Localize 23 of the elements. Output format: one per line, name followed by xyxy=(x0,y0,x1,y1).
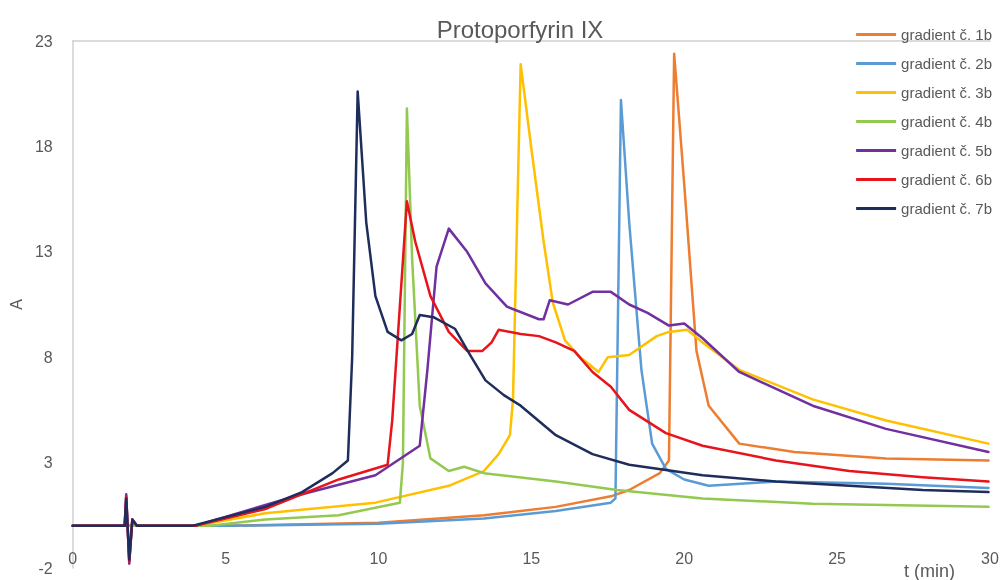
x-axis-title: t (min) xyxy=(904,561,956,580)
y-tick-label: -2 xyxy=(38,559,53,577)
y-tick-label: 8 xyxy=(43,348,53,366)
x-tick-label: 5 xyxy=(221,549,231,567)
y-tick-label: 23 xyxy=(34,32,53,50)
x-tick-label: 25 xyxy=(828,549,847,567)
legend-label: gradient č. 6b xyxy=(901,171,993,188)
x-tick-label: 20 xyxy=(675,549,694,567)
y-tick-label: 3 xyxy=(43,454,53,472)
x-tick-label: 15 xyxy=(522,549,541,567)
y-tick-label: 13 xyxy=(34,243,53,261)
x-tick-label: 0 xyxy=(68,549,78,567)
legend-label: gradient č. 3b xyxy=(901,84,993,101)
legend-label: gradient č. 5b xyxy=(901,142,993,159)
y-tick-label: 18 xyxy=(34,137,53,155)
y-axis-title: A xyxy=(7,298,25,310)
x-tick-label: 10 xyxy=(369,549,388,567)
chart-title: Protoporfyrin IX xyxy=(436,15,604,43)
legend-label: gradient č. 7b xyxy=(901,200,993,217)
legend-label: gradient č. 2b xyxy=(901,55,993,72)
x-tick-label: 30 xyxy=(981,549,999,567)
legend-label: gradient č. 1b xyxy=(901,26,993,43)
legend-label: gradient č. 4b xyxy=(901,113,993,130)
